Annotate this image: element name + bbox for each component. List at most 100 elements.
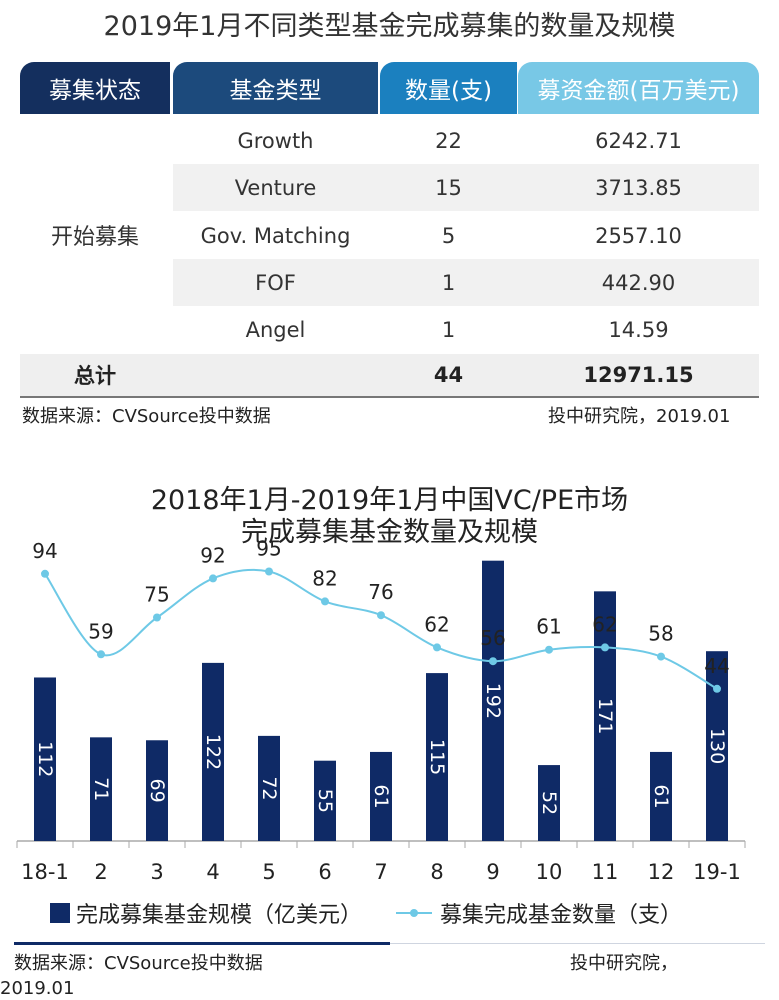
cell-count: 1 xyxy=(441,270,456,295)
bar-value-label: 61 xyxy=(370,784,392,808)
bar-value-label: 55 xyxy=(314,789,336,813)
x-tick-label: 12 xyxy=(648,860,675,884)
x-tick-label: 11 xyxy=(592,860,619,884)
cell-amount: 442.90 xyxy=(601,270,676,295)
line-value-label: 94 xyxy=(32,539,57,563)
line-value-label: 92 xyxy=(200,543,225,567)
cell-amount: 2557.10 xyxy=(595,223,682,248)
line-value-label: 76 xyxy=(368,580,393,604)
x-tick-label: 10 xyxy=(536,860,563,884)
bar xyxy=(90,737,112,841)
line-value-label: 75 xyxy=(144,583,169,607)
footer-rule-thin xyxy=(390,943,765,944)
bar xyxy=(202,662,224,841)
source-note: 数据来源：CVSource投中数据 xyxy=(22,406,271,427)
cell-fund-type: Angel xyxy=(245,317,306,342)
chart-title: 2018年1月-2019年1月中国VC/PE市场 xyxy=(150,485,629,516)
total-amount: 12971.15 xyxy=(583,363,694,387)
cell-count: 5 xyxy=(441,223,456,248)
bar-value-label: 122 xyxy=(202,734,224,770)
x-tick-label: 5 xyxy=(262,860,275,884)
x-tick-label: 7 xyxy=(374,860,387,884)
line-point xyxy=(97,650,105,659)
bar xyxy=(34,677,56,841)
line-point xyxy=(321,597,329,606)
bar-value-label: 192 xyxy=(482,683,504,719)
cell-count: 22 xyxy=(435,128,462,153)
bar-value-label: 69 xyxy=(146,779,168,803)
cell-fund-type: Growth xyxy=(237,128,314,153)
line-point xyxy=(433,643,441,652)
bar xyxy=(594,591,616,841)
bar-value-label: 115 xyxy=(426,739,448,775)
chart-subtitle: 完成募集基金数量及规模 xyxy=(241,517,538,548)
line-point xyxy=(713,684,721,693)
bar xyxy=(426,673,448,841)
source-date-2: 2019.01 xyxy=(0,978,75,999)
bar-value-label: 52 xyxy=(538,791,560,815)
table-row: Gov. Matching 5 2557.10 xyxy=(20,212,759,259)
table-total-row: 总计 44 12971.15 xyxy=(20,352,759,398)
bar xyxy=(538,765,560,841)
bar xyxy=(370,751,392,841)
bar-value-label: 71 xyxy=(90,777,112,801)
line-value-label: 95 xyxy=(256,537,281,561)
bar-value-label: 112 xyxy=(34,741,56,777)
bar xyxy=(650,751,672,841)
cell-fund-type: FOF xyxy=(255,270,296,295)
table-row: Angel 1 14.59 xyxy=(20,306,759,353)
footer-rule xyxy=(14,942,390,945)
legend-line-swatch xyxy=(396,903,433,923)
legend-line-label: 募集完成基金数量（支） xyxy=(440,903,683,928)
x-tick-label: 19-1 xyxy=(693,860,741,884)
line-point xyxy=(153,613,161,622)
source-publisher: 投中研究院，2019.01 xyxy=(548,406,731,427)
table-row: Growth 22 6242.71 xyxy=(20,117,759,164)
line-value-label: 62 xyxy=(424,612,449,636)
x-tick-label: 3 xyxy=(150,860,163,884)
bar xyxy=(314,760,336,841)
cell-count: 1 xyxy=(441,317,456,342)
line-point xyxy=(545,645,553,654)
bar xyxy=(258,735,280,841)
chart-legend: 完成募集基金规模（亿美元） 募集完成基金数量（支） xyxy=(50,897,682,929)
cell-fund-type: Gov. Matching xyxy=(200,223,351,248)
line-point xyxy=(377,611,385,620)
bar-value-label: 171 xyxy=(594,698,616,734)
x-tick-label: 4 xyxy=(206,860,219,884)
bar-value-label: 61 xyxy=(650,784,672,808)
cell-count: 15 xyxy=(435,175,462,200)
line-value-label: 82 xyxy=(312,566,337,590)
bar xyxy=(482,560,504,841)
header-fund-type: 基金类型 xyxy=(173,62,378,114)
cell-amount: 14.59 xyxy=(608,317,669,342)
cell-amount: 6242.71 xyxy=(595,128,682,153)
total-label: 总计 xyxy=(74,364,116,388)
table-row: Venture 15 3713.85 xyxy=(173,164,759,211)
header-amount: 募资金额(百万美元) xyxy=(518,62,759,114)
line-point xyxy=(265,567,273,576)
total-count: 44 xyxy=(433,363,464,387)
line-point xyxy=(489,657,497,666)
header-status: 募集状态 xyxy=(20,62,170,114)
legend-bar-label: 完成募集基金规模（亿美元） xyxy=(76,903,363,928)
line-value-label: 58 xyxy=(648,622,673,646)
bar xyxy=(706,651,728,841)
bar-value-label: 72 xyxy=(258,776,280,800)
line-point xyxy=(41,569,49,578)
x-tick-label: 2 xyxy=(94,860,107,884)
bar xyxy=(146,740,168,841)
line-value-label: 62 xyxy=(592,612,617,636)
line-value-label: 61 xyxy=(536,615,561,639)
table-title: 2019年1月不同类型基金完成募集的数量及规模 xyxy=(103,11,676,42)
header-count: 数量(支) xyxy=(380,62,517,114)
legend-bar-swatch xyxy=(50,903,70,923)
line-value-label: 44 xyxy=(704,654,729,678)
line-value-label: 56 xyxy=(480,626,505,650)
table-row: FOF 1 442.90 xyxy=(173,259,759,306)
cell-fund-type: Venture xyxy=(234,175,317,200)
source-publisher-2: 投中研究院， xyxy=(570,953,678,974)
x-tick-label: 18-1 xyxy=(21,860,69,884)
cell-amount: 3713.85 xyxy=(595,175,682,200)
